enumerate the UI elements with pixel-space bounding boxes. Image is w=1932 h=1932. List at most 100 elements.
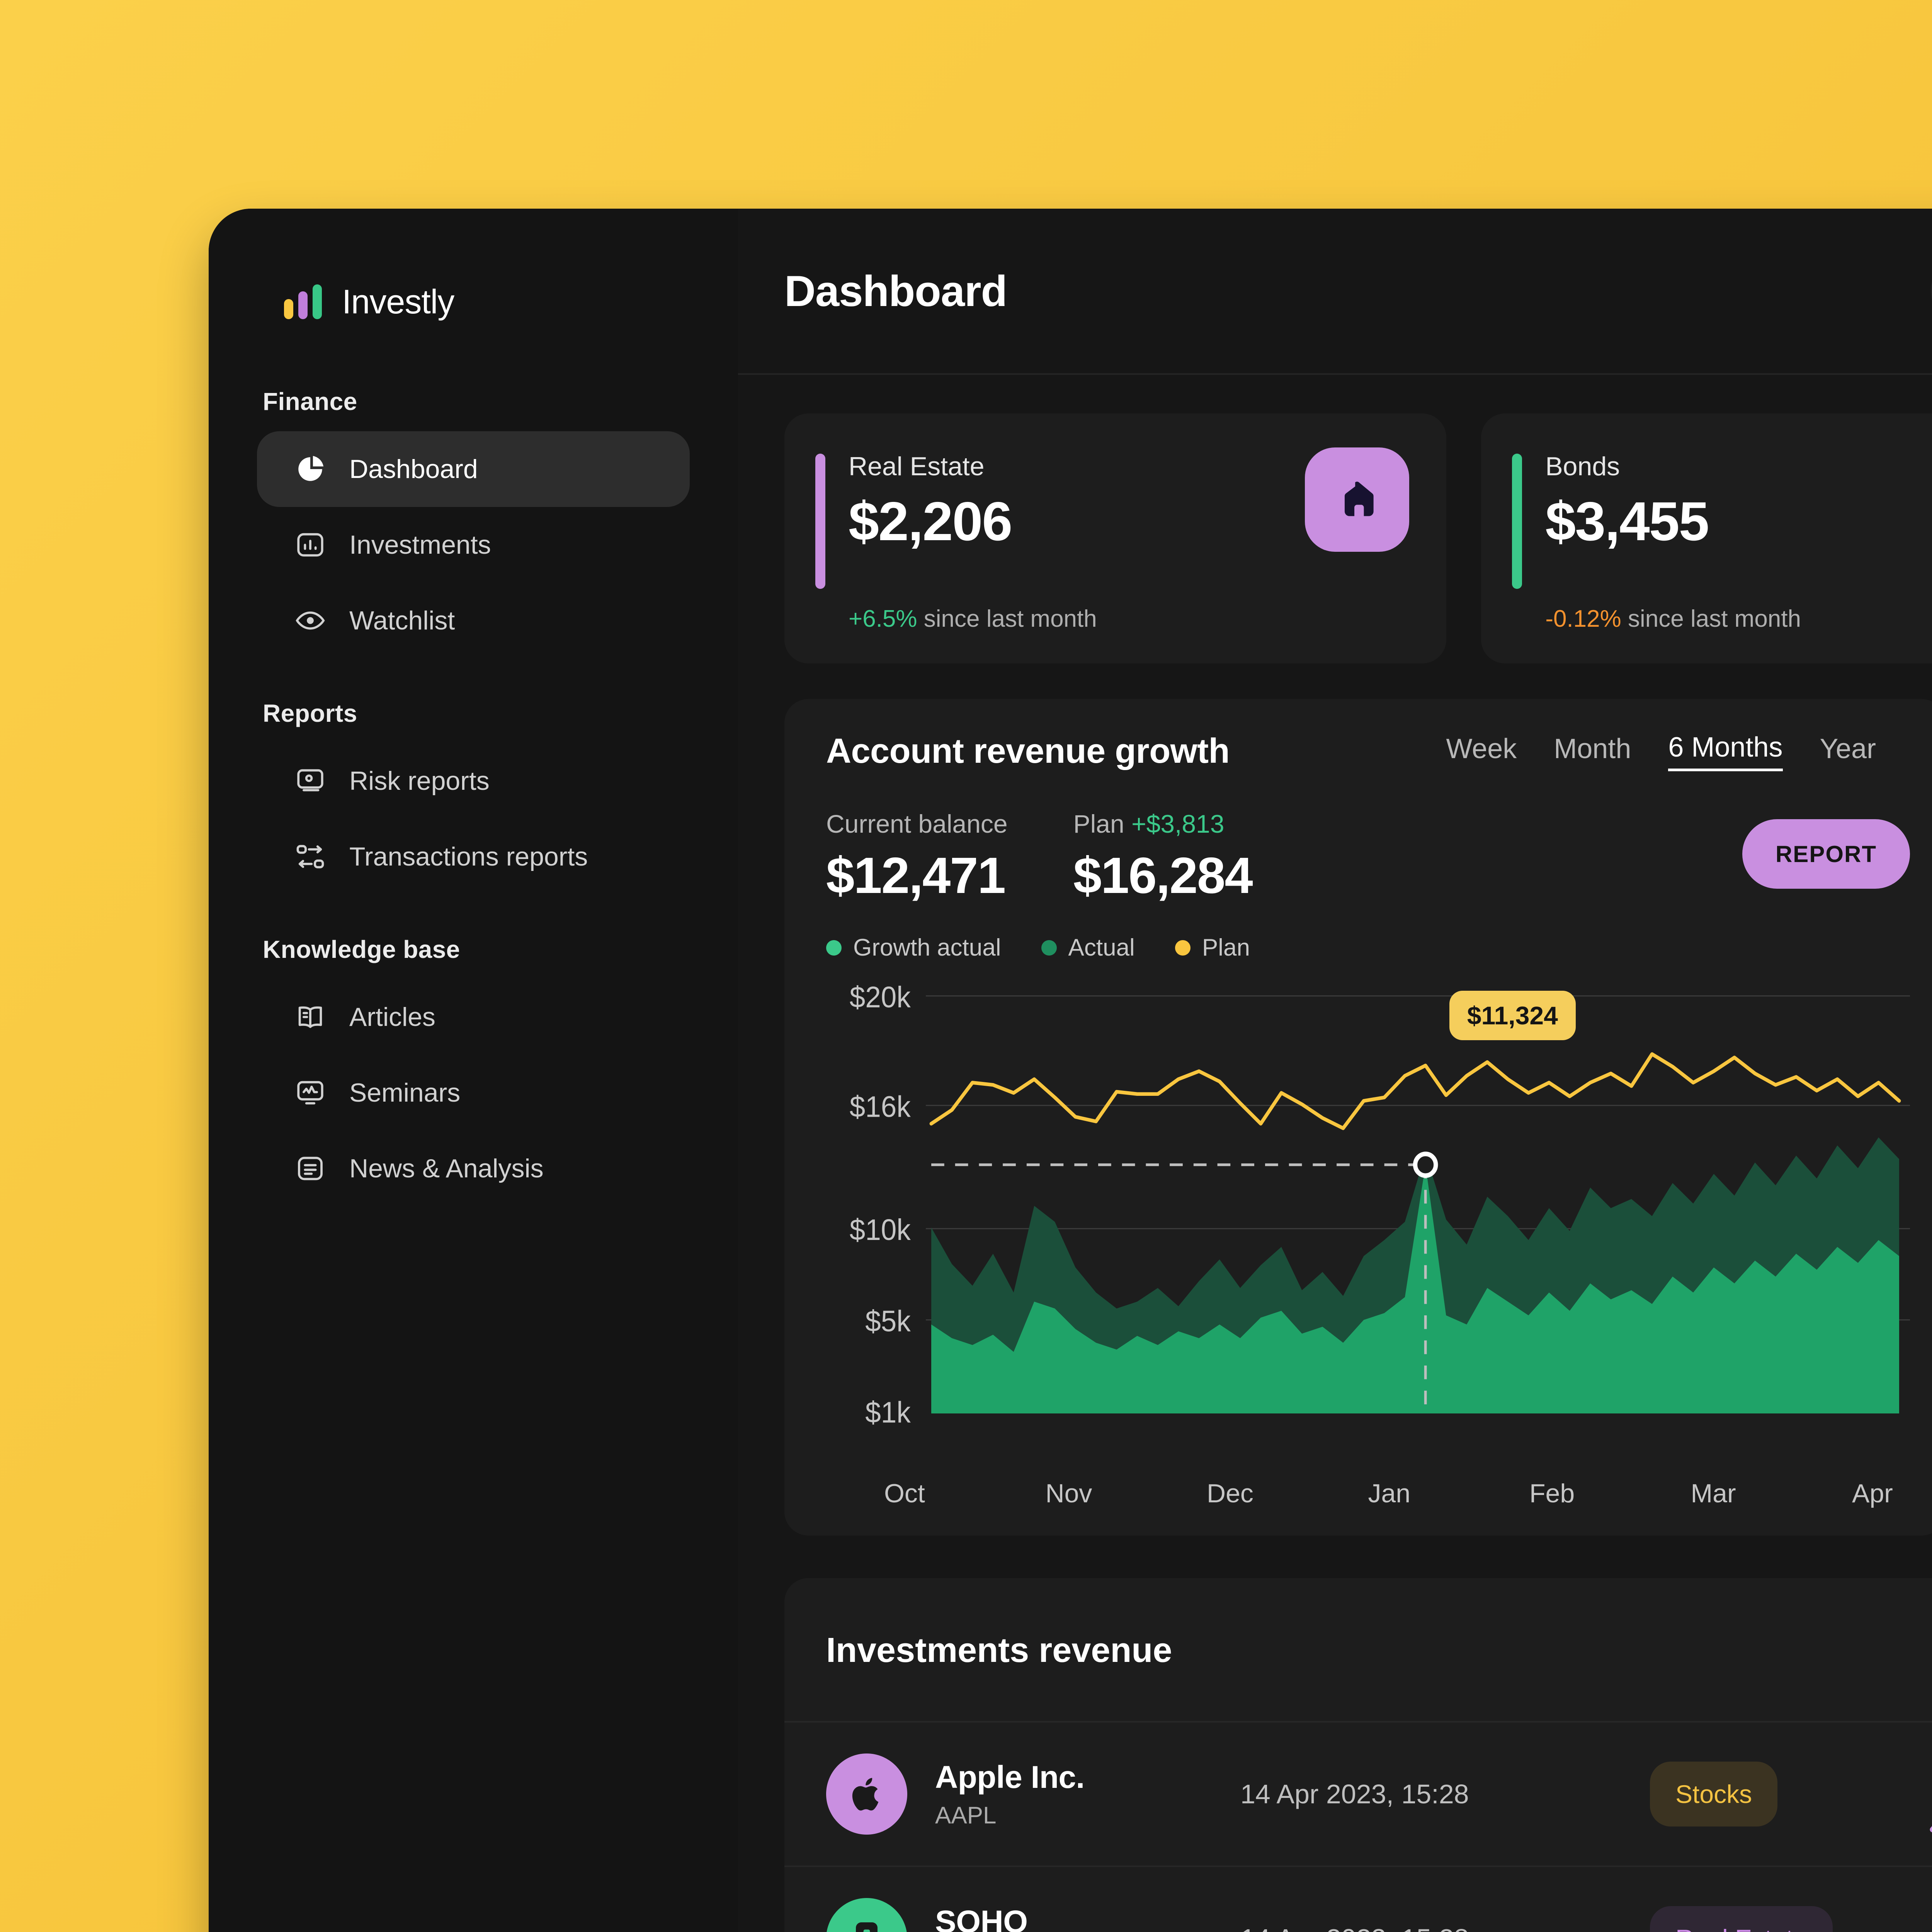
stat-label: Bonds [1545,452,1620,481]
tab-year[interactable]: Year [1820,733,1876,764]
row-tag-wrap: Stocks [1650,1762,1905,1827]
apple-icon [826,1753,907,1835]
sidebar-item-seminars[interactable]: Seminars [257,1055,690,1131]
revenue-chart[interactable]: $20k $16k $10k $5k $1k [826,980,1910,1461]
tab-week[interactable]: Week [1446,733,1517,764]
stat-delta-suffix: since last month [1621,605,1801,632]
account-revenue-panel: Account revenue growth Week Month 6 Mont… [784,699,1932,1536]
tab-month[interactable]: Month [1554,733,1631,764]
brand-logo[interactable]: Investly [209,209,738,321]
chart-tooltip: $11,324 [1449,991,1576,1040]
sidebar-group-reports: Reports Risk reports Transactions report… [209,699,738,895]
row-date: 14 Apr 2023, 15:28 [1240,1779,1469,1809]
news-icon [294,1152,327,1185]
current-balance-label: Current balance [826,810,1008,838]
logo-bars-icon [284,284,322,319]
legend-actual: Actual [1041,934,1135,961]
sidebar-nav: Finance Dashboard Investments [209,321,738,1247]
app-window: Investly Finance Dashboard Investments [209,209,1932,1932]
stat-cards-row: Real Estate $2,206 +6.5% since last mont… [784,413,1932,663]
row-date: 14 Apr 2023, 15:28 [1240,1923,1650,1932]
sidebar-item-risk-reports[interactable]: Risk reports [257,743,690,819]
row-name: SOHO [935,1904,1028,1932]
seminar-icon [294,1076,327,1109]
plan-delta: +$3,813 [1131,810,1225,838]
sidebar-item-label: Risk reports [349,766,490,796]
panel-title: Investments revenue [826,1631,1172,1670]
accent-bar [1512,454,1522,589]
sidebar-item-investments[interactable]: Investments [257,507,690,583]
status-badge: Real Estate [1650,1906,1833,1932]
search-input[interactable]: Search [1931,248,1932,333]
xtick: Jan [1368,1479,1411,1508]
status-badge: Stocks [1650,1762,1778,1827]
xtick: Dec [1207,1479,1253,1508]
series-growth-actual-area [931,1165,1899,1413]
xtick: Mar [1690,1479,1736,1508]
stat-label: Real Estate [849,452,985,481]
stat-delta-value: -0.12% [1545,605,1621,632]
page-title: Dashboard [784,267,1007,315]
row-ticker: AAPL [935,1802,997,1829]
stat-value: $2,206 [849,491,1012,552]
sidebar-group-knowledge-base: Knowledge base Articles Seminars [209,935,738,1206]
row-identity: Apple Inc. AAPL [935,1759,1240,1829]
sidebar-item-articles[interactable]: Articles [257,979,690,1055]
sidebar-item-label: Seminars [349,1078,461,1107]
current-balance-block: Current balance $12,471 [826,809,1008,905]
plan-label-row: Plan +$3,813 [1073,809,1252,838]
stat-delta-suffix: since last month [917,605,1097,632]
sidebar-item-label: Transactions reports [349,842,588,871]
row-sparkline [1928,1894,1932,1932]
risk-report-icon [294,764,327,798]
xtick: Feb [1529,1479,1575,1508]
table-row[interactable]: SOHO Alef Estate 14 Apr 2023, 15:28 Real… [784,1866,1932,1932]
bar-chart-icon [294,528,327,561]
sidebar-item-label: Dashboard [349,454,478,484]
ytick-5k: $5k [865,1304,911,1338]
ytick-16k: $16k [850,1090,911,1123]
sidebar-item-dashboard[interactable]: Dashboard [257,431,690,507]
sidebar-item-label: News & Analysis [349,1154,544,1183]
dashboard-content: Real Estate $2,206 +6.5% since last mont… [738,375,1932,1932]
xtick: Apr [1852,1479,1893,1508]
tooltip-marker [1413,1151,1438,1178]
report-button[interactable]: REPORT [1742,819,1910,889]
sidebar-group-title: Knowledge base [263,935,460,963]
period-tabs: Week Month 6 Months Year [1446,731,1910,771]
panel-title: Account revenue growth [826,732,1230,770]
plan-label: Plan [1073,810,1124,838]
chart-xaxis: Oct Nov Dec Jan Feb Mar Apr [826,1461,1910,1509]
sidebar-group-finance: Finance Dashboard Investments [209,387,738,658]
row-sparkline [1928,1750,1932,1838]
home-icon [1305,447,1410,552]
stat-card-bonds[interactable]: Bonds $3,455 -0.12% since last month [1481,413,1932,663]
plan-value: $16,284 [1073,847,1253,904]
eye-icon [294,604,327,637]
tab-6-months[interactable]: 6 Months [1668,731,1783,771]
stat-value: $3,455 [1545,491,1709,552]
ytick-10k: $10k [850,1213,911,1247]
table-row[interactable]: Apple Inc. AAPL 14 Apr 2023, 15:28 Stock… [784,1721,1932,1866]
main-area: Dashboard Search [738,209,1932,1932]
stat-delta-value: +6.5% [849,605,917,632]
stat-delta: +6.5% since last month [784,605,1409,633]
stat-card-real-estate[interactable]: Real Estate $2,206 +6.5% since last mont… [784,413,1447,663]
row-name: Apple Inc. [935,1759,1085,1795]
top-bar: Dashboard Search [738,209,1932,375]
sidebar-item-news-analysis[interactable]: News & Analysis [257,1131,690,1206]
xtick: Oct [884,1479,925,1508]
sidebar-group-title: Reports [263,699,357,727]
sidebar-item-transactions-reports[interactable]: Transactions reports [257,819,690,895]
row-tag-wrap: Real Estate [1650,1906,1905,1932]
topbar-actions: Search [1931,248,1932,333]
row-identity: SOHO Alef Estate [935,1904,1240,1932]
pie-chart-icon [294,452,327,486]
ytick-20k: $20k [850,980,911,1014]
revenue-chart-svg: $20k $16k $10k $5k $1k [850,980,1910,1429]
transactions-icon [294,840,327,873]
sidebar-group-title: Finance [263,388,357,415]
chart-legend: Growth actual Actual Plan [826,934,1910,961]
sidebar-item-watchlist[interactable]: Watchlist [257,583,690,658]
current-balance-value: $12,471 [826,847,1006,904]
